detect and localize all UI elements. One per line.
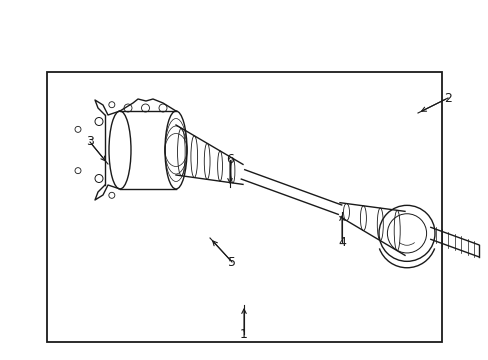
Text: 6: 6	[225, 153, 233, 166]
Bar	[47, 72, 441, 342]
Text: 1: 1	[240, 328, 247, 341]
Text: 3: 3	[86, 135, 94, 148]
Text: 5: 5	[227, 256, 236, 269]
Text: 4: 4	[337, 235, 345, 248]
Text: 2: 2	[443, 91, 451, 104]
